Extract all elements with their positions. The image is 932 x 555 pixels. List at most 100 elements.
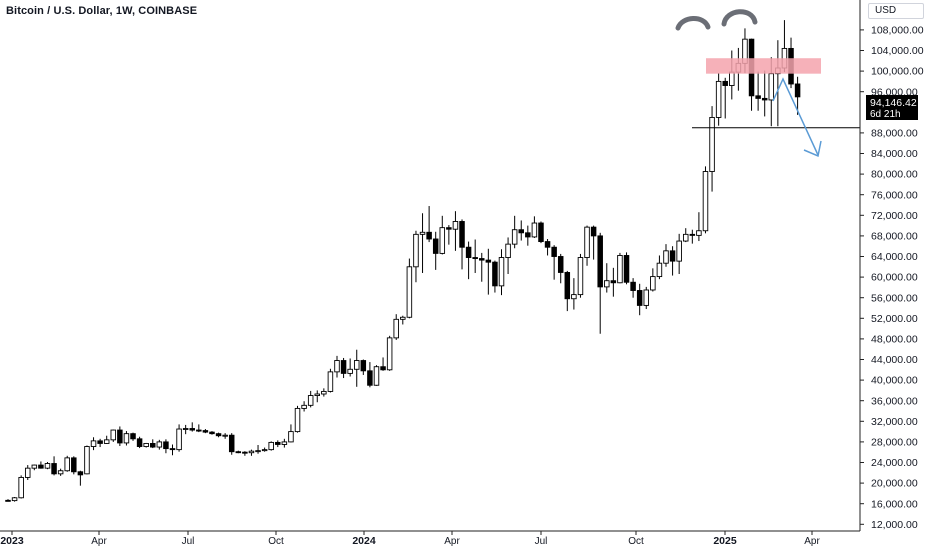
candle	[248, 449, 255, 456]
price-tick-label: 56,000.00	[871, 292, 918, 304]
candle-body	[715, 80, 722, 118]
candle	[630, 278, 636, 298]
candle	[551, 245, 557, 280]
time-tick-label: Oct	[628, 536, 644, 547]
candle-body	[18, 476, 24, 499]
candle	[110, 429, 117, 442]
candle-body	[439, 227, 446, 254]
candle-body	[511, 229, 518, 245]
candle	[57, 468, 64, 476]
candle	[38, 461, 44, 469]
candle-body	[518, 229, 524, 234]
candle-body	[136, 438, 143, 447]
candle	[636, 283, 643, 316]
candle-body	[123, 433, 130, 444]
candle	[590, 225, 597, 260]
candle-body	[636, 290, 643, 306]
candle-body	[24, 467, 31, 478]
price-tick-label: 44,000.00	[871, 354, 918, 366]
candle	[432, 231, 439, 270]
candle-body	[44, 463, 51, 469]
candle	[656, 255, 663, 280]
projection-arrow	[772, 77, 819, 156]
candle-body	[590, 226, 597, 237]
candle-body	[544, 241, 551, 248]
time-tick-label: 2024	[352, 535, 376, 547]
time-tick-label: 2023	[0, 535, 24, 547]
candle-body	[222, 434, 228, 437]
candle	[794, 76, 801, 115]
candle-body	[321, 390, 327, 395]
candle	[156, 439, 163, 450]
candle-body	[327, 371, 334, 392]
candle	[150, 439, 156, 449]
currency-button[interactable]: USD	[868, 3, 924, 19]
candle-body	[163, 441, 169, 450]
candle	[439, 215, 446, 255]
candle	[77, 470, 84, 486]
candle-body	[472, 257, 478, 260]
candle	[722, 77, 728, 119]
price-tick-label: 68,000.00	[871, 231, 918, 243]
candle-body	[432, 238, 439, 254]
candle	[689, 229, 696, 244]
candle	[275, 440, 281, 448]
candle-body	[755, 95, 761, 99]
candle-body	[268, 441, 274, 451]
candle	[538, 221, 544, 244]
candle	[209, 431, 215, 435]
candle-body	[156, 441, 163, 448]
candle	[511, 215, 518, 249]
candle-body	[505, 243, 511, 258]
candle	[84, 445, 90, 475]
price-tick-label: 24,000.00	[871, 457, 918, 469]
candle	[360, 359, 367, 375]
candle-body	[768, 73, 775, 101]
projection-arrow-head	[803, 140, 822, 158]
candle	[301, 401, 307, 412]
candle	[452, 211, 459, 251]
candle	[492, 260, 498, 293]
candle	[123, 431, 130, 446]
candle-body	[294, 407, 301, 433]
candle-body	[281, 441, 288, 445]
candle-body	[419, 231, 426, 235]
candle	[294, 405, 301, 433]
candle-body	[525, 232, 531, 238]
candle	[643, 286, 650, 310]
candle	[755, 71, 761, 111]
candle	[255, 444, 261, 454]
candle-body	[255, 450, 261, 453]
candle	[650, 268, 656, 292]
candle-body	[77, 471, 84, 476]
candle	[446, 225, 452, 245]
candle-body	[551, 246, 557, 257]
candle-body	[650, 276, 656, 291]
candle-body	[176, 428, 182, 451]
candle-body	[604, 280, 610, 288]
candle-body	[676, 240, 682, 262]
candle-body	[97, 440, 103, 444]
candle-body	[38, 464, 44, 469]
candle	[584, 225, 590, 266]
price-tick-label: 76,000.00	[871, 189, 918, 201]
candle	[353, 349, 360, 387]
candle	[505, 237, 511, 275]
candle-body	[446, 227, 452, 230]
candle-body	[531, 222, 538, 238]
candle-body	[189, 428, 195, 431]
candle-body	[689, 233, 696, 236]
axes-layer: 108,000.00104,000.00100,000.0096,000.008…	[0, 0, 924, 547]
candle-body	[130, 433, 136, 440]
candle	[623, 252, 630, 285]
candle	[176, 424, 182, 452]
candle-body	[656, 262, 663, 278]
candle	[182, 424, 189, 435]
candle	[393, 314, 399, 340]
candle-body	[11, 497, 18, 502]
candle-body	[340, 360, 347, 374]
price-tick-label: 104,000.00	[871, 45, 924, 57]
